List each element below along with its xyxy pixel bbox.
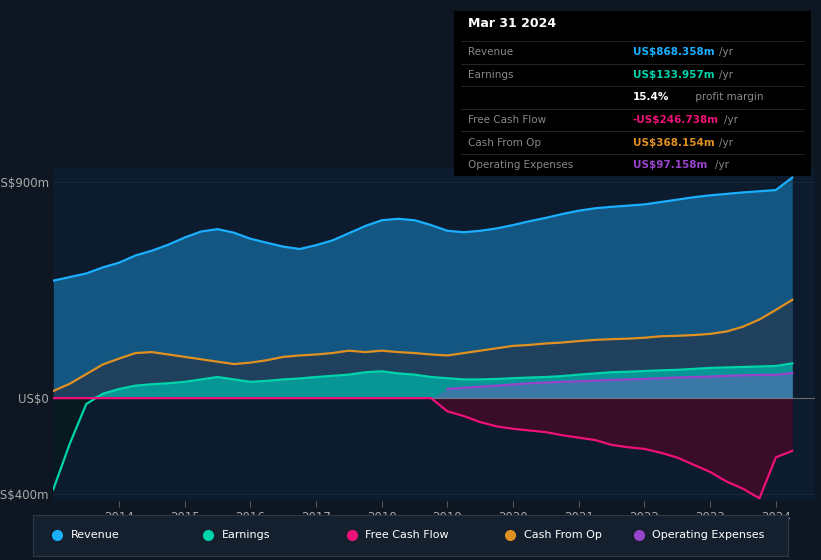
Text: -US$246.738m: -US$246.738m <box>633 115 718 125</box>
Text: Revenue: Revenue <box>468 47 513 57</box>
Text: /yr: /yr <box>719 47 733 57</box>
Text: US$133.957m: US$133.957m <box>633 70 714 80</box>
Text: Revenue: Revenue <box>71 530 119 540</box>
Text: US$868.358m: US$868.358m <box>633 47 714 57</box>
Text: /yr: /yr <box>715 160 729 170</box>
Text: 15.4%: 15.4% <box>633 92 669 102</box>
Text: Free Cash Flow: Free Cash Flow <box>468 115 547 125</box>
Text: profit margin: profit margin <box>691 92 763 102</box>
Text: Earnings: Earnings <box>222 530 270 540</box>
Text: Cash From Op: Cash From Op <box>468 138 541 147</box>
Text: Cash From Op: Cash From Op <box>524 530 602 540</box>
Text: Operating Expenses: Operating Expenses <box>652 530 764 540</box>
Text: /yr: /yr <box>719 70 733 80</box>
Text: Operating Expenses: Operating Expenses <box>468 160 574 170</box>
Text: Free Cash Flow: Free Cash Flow <box>365 530 449 540</box>
Text: US$368.154m: US$368.154m <box>633 138 714 147</box>
Text: /yr: /yr <box>724 115 738 125</box>
Text: Mar 31 2024: Mar 31 2024 <box>468 17 557 30</box>
Text: /yr: /yr <box>719 138 733 147</box>
Text: US$97.158m: US$97.158m <box>633 160 707 170</box>
Text: Earnings: Earnings <box>468 70 514 80</box>
